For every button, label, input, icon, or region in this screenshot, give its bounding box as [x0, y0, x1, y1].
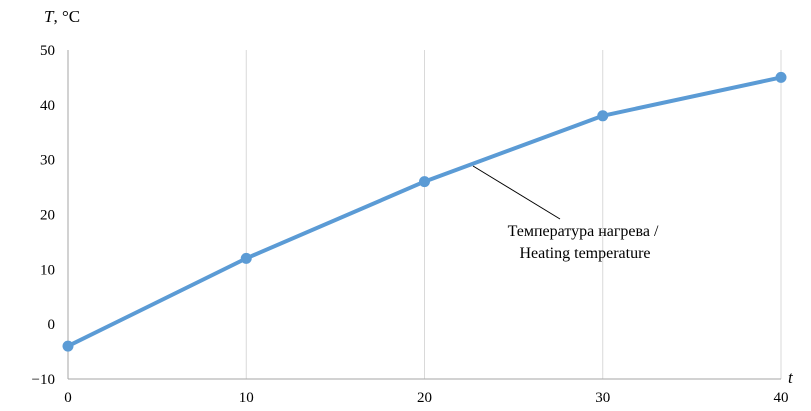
y-tick-label: 30	[40, 153, 55, 169]
x-tick-label: 0	[64, 390, 72, 406]
annotation-leader-line	[472, 165, 561, 220]
y-tick-label: 0	[48, 317, 56, 333]
x-tick-label: 10	[239, 390, 254, 406]
x-tick-label: 30	[595, 390, 610, 406]
data-point	[240, 252, 252, 264]
data-point	[419, 176, 430, 188]
y-tick-label: 40	[40, 98, 55, 114]
axes	[67, 50, 781, 380]
x-tick-labels: 0 10 20 30 40	[64, 390, 788, 406]
x-tick-label: 20	[417, 390, 432, 406]
annotation-line-2: Heating temperature	[519, 245, 650, 262]
data-point	[775, 71, 787, 83]
y-tick-label: 50	[40, 43, 55, 59]
y-tick-label: −10	[32, 372, 55, 388]
annotation-label: Температура нагрева / Heating temperatur…	[508, 223, 663, 262]
annotation-line-1: Температура нагрева /	[508, 223, 659, 240]
y-axis-title: T, °C	[44, 7, 80, 26]
x-axis-title: t	[788, 368, 794, 387]
x-tick-label: 40	[774, 390, 789, 406]
y-tick-label: 20	[40, 208, 55, 224]
gridlines	[245, 50, 782, 379]
series	[62, 71, 787, 352]
y-tick-label: 10	[40, 262, 55, 278]
data-point	[597, 110, 609, 122]
y-tick-labels: −10 0 10 20 30 40 50	[32, 43, 55, 388]
data-point	[62, 340, 74, 352]
